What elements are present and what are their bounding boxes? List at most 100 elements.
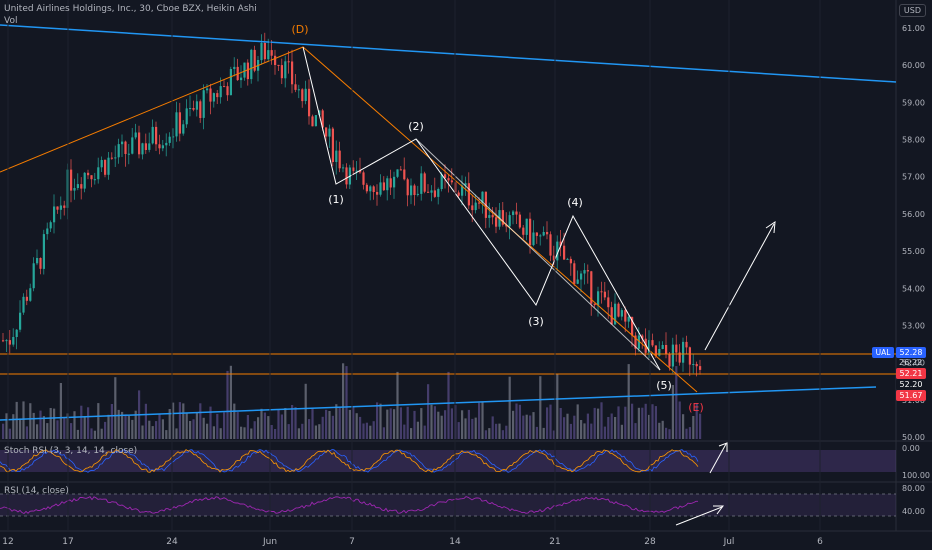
arrow-head-icon bbox=[713, 505, 724, 515]
volume-bar bbox=[634, 423, 637, 439]
candle-body bbox=[491, 215, 494, 218]
price-tick-label: 61.00 bbox=[902, 24, 925, 33]
price-tick-label: 55.00 bbox=[902, 247, 925, 256]
volume-bar bbox=[478, 402, 481, 439]
volume-bar bbox=[495, 423, 498, 439]
price-tick-label: 59.00 bbox=[902, 98, 925, 107]
stoch-arrow[interactable] bbox=[709, 443, 727, 474]
volume-bar bbox=[433, 406, 436, 439]
volume-bar bbox=[651, 404, 654, 439]
candle-body bbox=[144, 143, 147, 150]
price-tick-label: 52.00 bbox=[902, 359, 925, 368]
candle-body bbox=[692, 364, 695, 365]
arrow-head-icon bbox=[765, 221, 776, 234]
volume-bar bbox=[648, 414, 651, 439]
candle-body bbox=[586, 270, 589, 272]
price-tick-label: 57.00 bbox=[902, 173, 925, 182]
volume-bar bbox=[127, 415, 130, 439]
volume-bar bbox=[376, 402, 379, 439]
candle-body bbox=[331, 128, 334, 162]
candle-body bbox=[665, 345, 668, 355]
candle-body bbox=[345, 167, 348, 185]
volume-bar bbox=[671, 385, 674, 439]
volume-bar bbox=[87, 407, 90, 439]
volume-bar bbox=[83, 416, 86, 439]
volume-bar bbox=[369, 425, 372, 439]
level-tag-lower: 51.67 bbox=[896, 390, 926, 401]
candle-body bbox=[131, 137, 134, 154]
volume-bar bbox=[539, 376, 542, 439]
wave-channel[interactable] bbox=[415, 138, 661, 371]
candle-body bbox=[168, 136, 171, 143]
candle-body bbox=[22, 296, 25, 313]
wedge-outline[interactable] bbox=[0, 46, 698, 393]
volume-bar bbox=[321, 416, 324, 439]
volume-bar bbox=[563, 417, 566, 439]
volume-bar bbox=[311, 408, 314, 439]
candle-body bbox=[165, 142, 168, 146]
candle-body bbox=[563, 245, 566, 260]
volume-bar bbox=[36, 424, 39, 439]
candle-body bbox=[219, 86, 222, 98]
volume-bar bbox=[586, 413, 589, 439]
volume-bar bbox=[556, 373, 559, 439]
candle-body bbox=[393, 176, 396, 188]
lower-trendline[interactable] bbox=[0, 386, 877, 421]
candle-body bbox=[556, 241, 559, 261]
candle-body bbox=[627, 316, 630, 322]
volume-bar bbox=[270, 425, 273, 439]
candle-body bbox=[580, 273, 583, 280]
volume-bar bbox=[675, 366, 678, 439]
volume-bar bbox=[427, 384, 430, 439]
volume-bar bbox=[216, 413, 219, 439]
candle-body bbox=[654, 345, 657, 356]
candle-body bbox=[100, 160, 103, 168]
candle-body bbox=[396, 169, 399, 177]
volume-bar bbox=[206, 423, 209, 439]
volume-bar bbox=[297, 428, 300, 439]
volume-bar bbox=[481, 401, 484, 439]
time-tick-label: 7 bbox=[349, 537, 355, 547]
volume-bar bbox=[233, 403, 236, 439]
volume-bar bbox=[461, 410, 464, 439]
volume-bar bbox=[39, 410, 42, 439]
volume-bar bbox=[260, 408, 263, 439]
candle-body bbox=[566, 258, 569, 260]
candle-body bbox=[308, 88, 311, 117]
candle-body bbox=[413, 185, 416, 195]
candle-body bbox=[512, 211, 515, 215]
volume-bar bbox=[518, 404, 521, 439]
candle-body bbox=[651, 340, 654, 346]
candle-body bbox=[423, 173, 426, 192]
volume-bar bbox=[508, 376, 511, 439]
upper-trendline[interactable] bbox=[0, 24, 897, 83]
candle-body bbox=[175, 112, 178, 137]
volume-bar bbox=[141, 425, 144, 439]
candle-body bbox=[637, 335, 640, 349]
volume-bar bbox=[515, 403, 518, 439]
volume-bar bbox=[29, 403, 32, 439]
candle-body bbox=[631, 316, 634, 336]
candle-body bbox=[97, 167, 100, 180]
volume-bar bbox=[597, 408, 600, 439]
volume-bar bbox=[100, 428, 103, 439]
volume-bar bbox=[76, 429, 79, 439]
projection-arrow[interactable] bbox=[704, 223, 775, 351]
volume-bar bbox=[42, 416, 45, 439]
candle-body bbox=[25, 296, 28, 301]
volume-bar bbox=[699, 413, 702, 439]
volume-bar bbox=[5, 413, 8, 439]
candle-body bbox=[90, 175, 93, 180]
volume-bar bbox=[189, 421, 192, 439]
volume-bar bbox=[593, 407, 596, 439]
rsi-arrow[interactable] bbox=[675, 506, 723, 526]
volume-bar bbox=[447, 371, 450, 439]
elliott-wave-path[interactable] bbox=[302, 46, 661, 371]
currency-button[interactable]: USD bbox=[898, 4, 926, 17]
candle-body bbox=[15, 329, 18, 337]
time-axis[interactable]: 12 17 24 Jun 7 14 21 28 Jul 6 bbox=[2, 0, 823, 547]
candle-body bbox=[614, 303, 617, 325]
candle-body bbox=[124, 141, 127, 154]
candle-body bbox=[607, 297, 610, 308]
